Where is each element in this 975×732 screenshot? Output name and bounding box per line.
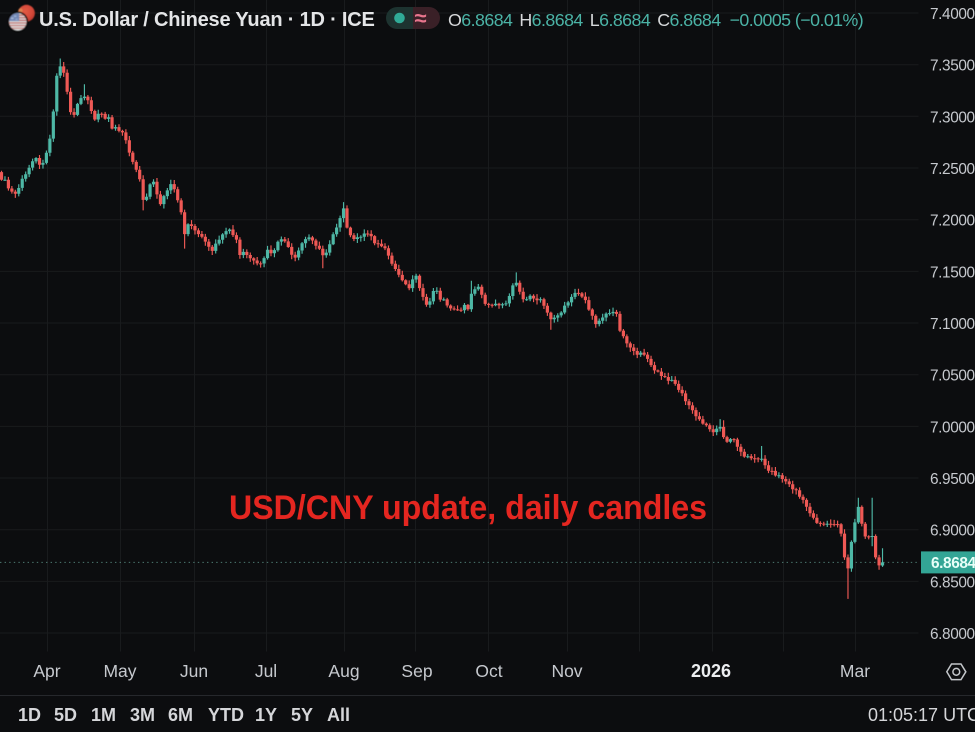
svg-text:1Y: 1Y <box>255 705 277 725</box>
svg-text:1M: 1M <box>91 705 116 725</box>
svg-text:7.3500: 7.3500 <box>930 58 975 75</box>
svg-text:6.8000: 6.8000 <box>930 626 975 643</box>
svg-text:1D: 1D <box>18 705 41 725</box>
svg-text:≈: ≈ <box>415 6 427 31</box>
svg-text:USD/CNY update, daily candles: USD/CNY update, daily candles <box>229 489 707 527</box>
svg-text:6.9000: 6.9000 <box>930 523 975 540</box>
svg-text:7.1500: 7.1500 <box>930 264 975 281</box>
svg-text:6.8500: 6.8500 <box>930 574 975 591</box>
svg-text:01:05:17 UTC: 01:05:17 UTC <box>868 705 975 725</box>
svg-text:Apr: Apr <box>33 661 60 681</box>
svg-text:2026: 2026 <box>691 661 731 681</box>
svg-text:May: May <box>103 661 136 681</box>
svg-text:Sep: Sep <box>401 661 432 681</box>
svg-text:Oct: Oct <box>475 661 502 681</box>
svg-text:6.9500: 6.9500 <box>930 471 975 488</box>
svg-text:Jun: Jun <box>180 661 208 681</box>
svg-text:Nov: Nov <box>551 661 582 681</box>
svg-text:All: All <box>327 705 350 725</box>
svg-text:5Y: 5Y <box>291 705 313 725</box>
svg-text:YTD: YTD <box>208 705 244 725</box>
svg-text:5D: 5D <box>54 705 77 725</box>
svg-text:6M: 6M <box>168 705 193 725</box>
svg-text:7.3000: 7.3000 <box>930 109 975 126</box>
svg-text:3M: 3M <box>130 705 155 725</box>
svg-text:6.8684: 6.8684 <box>931 555 975 572</box>
svg-text:7.2500: 7.2500 <box>930 161 975 178</box>
svg-text:7.0500: 7.0500 <box>930 368 975 385</box>
svg-text:U.S. Dollar / Chinese Yuan · 1: U.S. Dollar / Chinese Yuan · 1D · ICE <box>39 9 375 31</box>
svg-text:Mar: Mar <box>840 661 870 681</box>
svg-text:7.4000: 7.4000 <box>930 6 975 23</box>
svg-text:7.1000: 7.1000 <box>930 316 975 333</box>
svg-text:7.0000: 7.0000 <box>930 419 975 436</box>
svg-text:Aug: Aug <box>328 661 359 681</box>
svg-text:Jul: Jul <box>255 661 277 681</box>
svg-text:7.2000: 7.2000 <box>930 213 975 230</box>
